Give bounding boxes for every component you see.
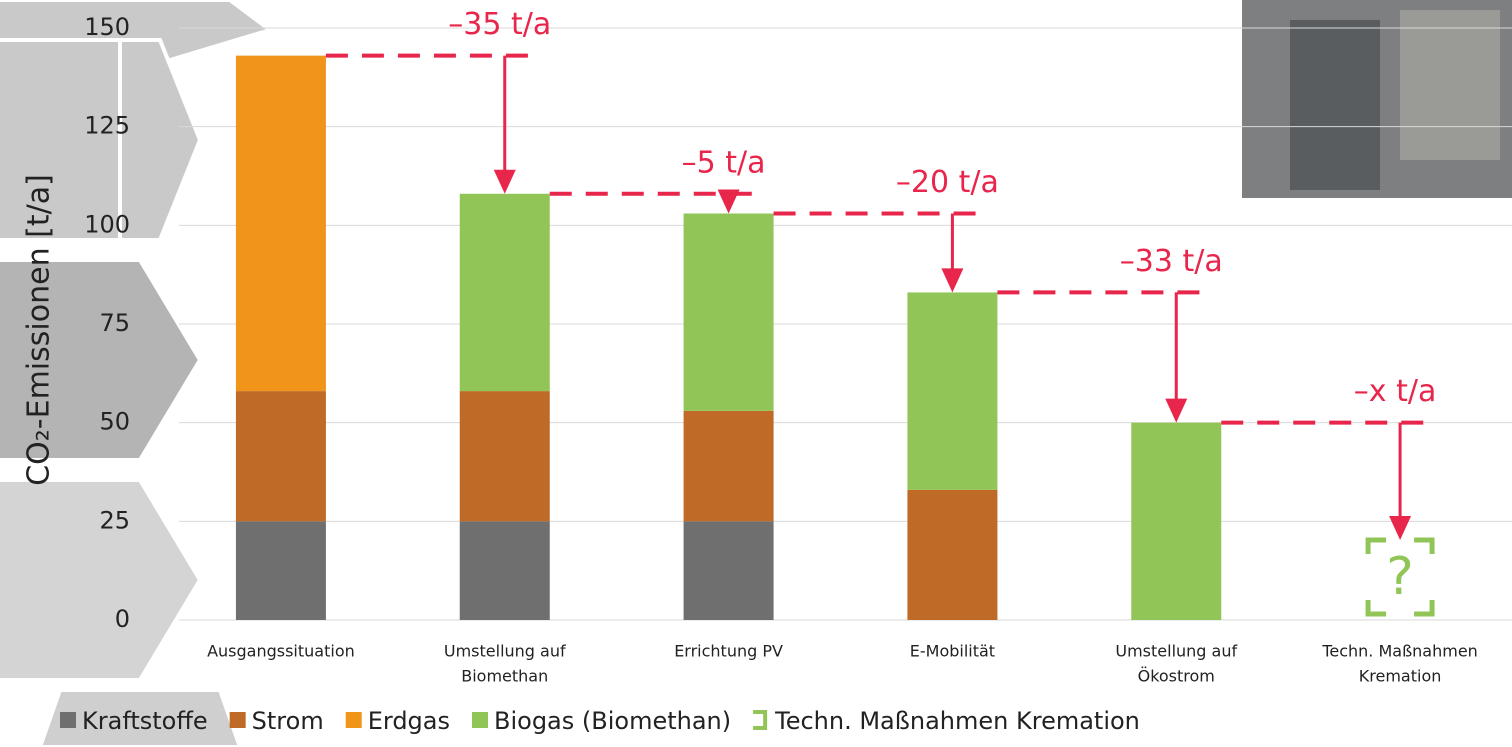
bar-segment [235, 55, 326, 392]
bar-segment [907, 292, 998, 490]
legend-swatch [753, 710, 768, 730]
x-tick-label: Errichtung PV [674, 642, 783, 661]
legend-label: Techn. Maßnahmen Kremation [774, 707, 1140, 735]
x-tick-label: Umstellung auf [444, 642, 566, 661]
bar-segment [683, 410, 774, 522]
arrow-head [717, 189, 740, 214]
y-tick-label: 100 [84, 210, 130, 238]
y-tick-label: 50 [99, 408, 130, 436]
y-axis-label: CO₂-Emissionen [t/a] [22, 174, 57, 486]
reduction-label: –20 t/a [896, 165, 999, 200]
x-tick-label: E-Mobilität [910, 642, 995, 661]
photo-detail [1400, 10, 1500, 160]
legend-label: Kraftstoffe [82, 707, 208, 735]
x-tick-label: Kremation [1359, 667, 1442, 686]
legend-label: Strom [252, 707, 324, 735]
placeholder: ? [1386, 547, 1414, 607]
arrow-head [493, 169, 516, 194]
arrow-head [1389, 516, 1412, 540]
arrow-head [1165, 398, 1188, 423]
bar-segment [1131, 422, 1222, 620]
bar-segment [459, 193, 550, 392]
photo-detail [1290, 20, 1380, 190]
bar-segment [235, 391, 326, 522]
legend-label: Erdgas [368, 707, 450, 735]
y-tick-label: 25 [99, 506, 130, 534]
x-tick-label: Techn. Maßnahmen [1321, 642, 1478, 661]
bar-segment [459, 391, 550, 522]
y-tick-label: 0 [115, 605, 130, 633]
x-tick-label: Ökostrom [1138, 667, 1215, 686]
hexagon-background [0, 0, 275, 747]
reduction-label: –33 t/a [1120, 244, 1223, 279]
legend-label: Biogas (Biomethan) [494, 707, 731, 735]
bar-segment [235, 521, 326, 620]
bar-segment [459, 521, 550, 620]
reduction-label: –x t/a [1354, 374, 1437, 409]
x-tick-label: Ausgangssituation [207, 642, 355, 661]
x-tick-label: Biomethan [461, 667, 548, 686]
reduction-label: –35 t/a [448, 7, 551, 42]
y-tick-label: 150 [84, 13, 130, 41]
y-tick-label: 75 [99, 309, 130, 337]
reduction-label: –5 t/a [682, 145, 766, 180]
bar-segment [907, 489, 998, 620]
legend-swatch [229, 712, 246, 728]
legend-swatch [60, 712, 76, 728]
legend-swatch [472, 712, 488, 728]
placeholder-bracket [1365, 537, 1435, 617]
bar-segment [683, 521, 774, 620]
legend-swatch [345, 712, 362, 728]
x-tick-label: Umstellung auf [1115, 642, 1237, 661]
arrow-head [941, 268, 964, 293]
bar-segment [683, 213, 774, 411]
y-tick-label: 125 [84, 112, 130, 140]
